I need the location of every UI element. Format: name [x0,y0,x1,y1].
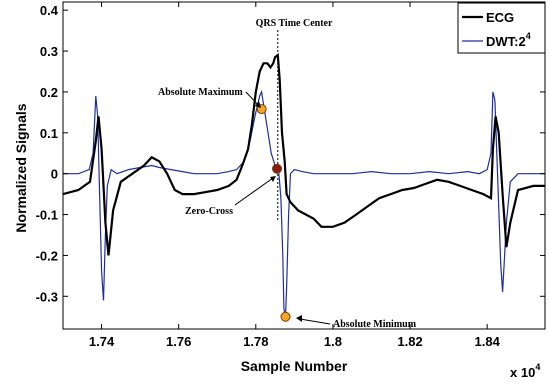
x-tick-label: 1.84 [475,334,501,349]
legend-label-dwt-exp: 4 [526,31,531,41]
annotation-arrow-min [299,318,331,325]
y-tick-label: 0 [51,167,58,182]
x-axis-multiplier: x 104 [510,362,540,380]
marker-2 [280,311,291,322]
y-tick-label: -0.3 [36,289,58,304]
y-tick-label: -0.2 [36,248,58,263]
x-axis-multiplier-exp: 4 [535,362,540,372]
annotation-arrowhead-zero [270,176,276,182]
legend-label-ecg: ECG [486,10,514,25]
x-tick-label: 1.82 [397,334,422,349]
plot-frame [62,1,546,330]
annotation-absolute-minimum: Absolute Minimum [333,319,417,330]
annotation-arrow-max [245,91,260,107]
x-tick-label: 1.8 [324,334,342,349]
y-tick-label: 0.2 [40,85,58,100]
legend-label-dwt: DWT:24 [486,31,531,49]
y-axis-ticks: -0.3 -0.2 -0.1 0 0.1 0.2 0.3 0.4 [36,3,545,304]
x-tick-label: 1.78 [243,334,268,349]
annotation-arrowhead-min [296,315,302,322]
x-axis-multiplier-base: x 10 [510,365,535,380]
x-tick-label: 1.76 [166,334,191,349]
legend-box [457,2,546,54]
legend-label-dwt-base: DWT:2 [486,34,526,49]
series-line-dwt [63,89,545,317]
x-axis-ticks: 1.74 1.76 1.78 1.8 1.82 1.84 [89,2,501,349]
annotation-qrs-center: QRS Time Center [256,18,333,29]
series-line-ecg [63,52,545,256]
annotation-zero-cross: Zero-Cross [185,206,233,217]
y-tick-label: 0.4 [40,3,59,18]
legend: ECG DWT:24 [457,2,546,54]
y-tick-label: 0.1 [40,126,58,141]
x-axis-title: Sample Number [241,358,348,374]
y-axis-title: Normalized Signals [13,103,29,232]
y-tick-label: -0.1 [36,208,58,223]
y-tick-label: 0.3 [40,44,58,59]
marker-group [256,104,291,322]
annotation-absolute-maximum: Absolute Maximum [158,87,243,98]
marker-1 [272,163,283,174]
annotation-arrowhead-max [255,101,261,108]
x-tick-label: 1.74 [89,334,115,349]
annotation-arrow-zero [234,177,274,206]
